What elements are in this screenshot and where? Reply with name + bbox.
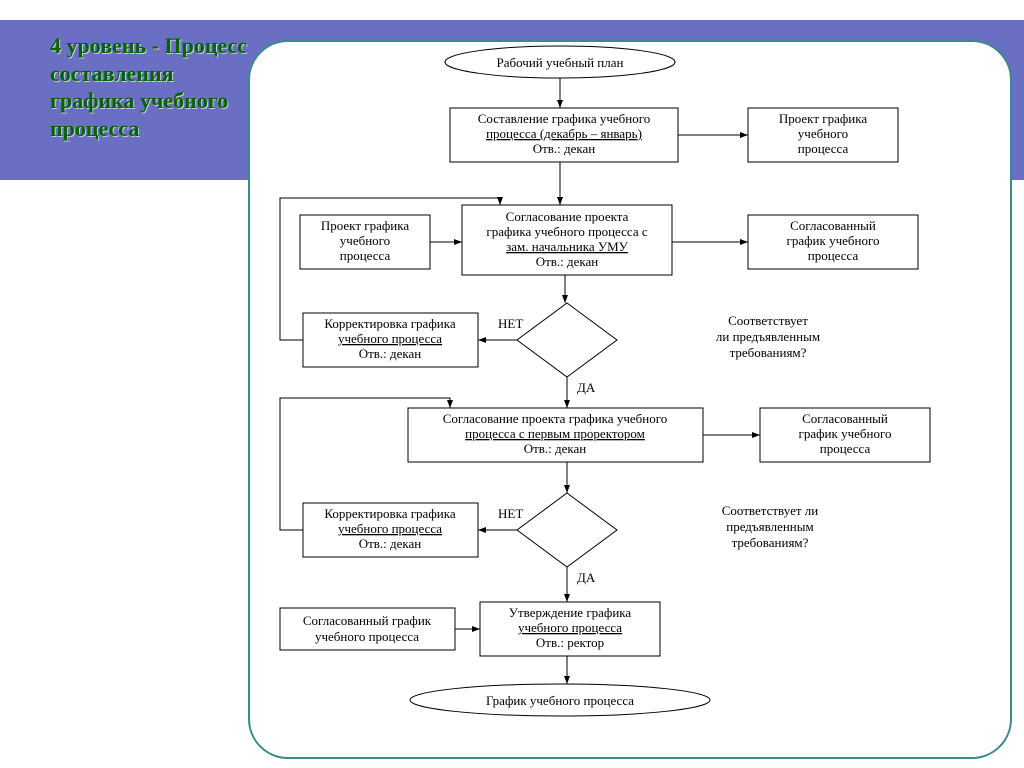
svg-text:график учебного: график учебного xyxy=(787,233,880,248)
svg-text:процесса: процесса xyxy=(808,248,859,263)
svg-text:Отв.: декан: Отв.: декан xyxy=(533,141,596,156)
node-approve: Утверждение графика учебного процесса От… xyxy=(480,602,660,656)
svg-text:Согласованный: Согласованный xyxy=(790,218,876,233)
svg-text:Корректировка графика: Корректировка графика xyxy=(324,316,455,331)
flowchart-svg: Рабочий учебный план Составление графика… xyxy=(0,0,1024,768)
svg-text:Согласование проекта графика у: Согласование проекта графика учебного xyxy=(443,411,667,426)
node-correct-1: Корректировка графика учебного процесса … xyxy=(303,313,478,367)
node-end: График учебного процесса xyxy=(410,684,710,716)
svg-text:процесса: процесса xyxy=(820,441,871,456)
node-compose: Составление графика учебного процесса (д… xyxy=(450,108,678,162)
svg-text:Согласование проекта: Согласование проекта xyxy=(506,209,629,224)
node-start: Рабочий учебный план xyxy=(445,46,675,78)
svg-text:Отв.: декан: Отв.: декан xyxy=(359,346,422,361)
svg-text:Согласованный: Согласованный xyxy=(802,411,888,426)
node-decision-2 xyxy=(517,493,617,567)
svg-text:требованиям?: требованиям? xyxy=(730,345,807,360)
node-project-left: Проект графика учебного процесса xyxy=(300,215,430,269)
svg-text:учебного процесса: учебного процесса xyxy=(338,331,442,346)
node-agree-prorector: Согласование проекта графика учебного пр… xyxy=(408,408,703,462)
svg-text:График учебного процесса: График учебного процесса xyxy=(486,693,634,708)
svg-text:учебного процесса: учебного процесса xyxy=(518,620,622,635)
svg-text:процесса (декабрь – январь): процесса (декабрь – январь) xyxy=(486,126,642,141)
node-decision-1 xyxy=(517,303,617,377)
svg-text:Утверждение графика: Утверждение графика xyxy=(509,605,632,620)
node-agreed-right-1: Согласованный график учебного процесса xyxy=(748,215,918,269)
svg-text:учебного: учебного xyxy=(340,233,390,248)
svg-text:Отв.: декан: Отв.: декан xyxy=(536,254,599,269)
svg-text:Отв.: декан: Отв.: декан xyxy=(359,536,422,551)
svg-text:Проект графика: Проект графика xyxy=(779,111,867,126)
svg-text:Отв.: декан: Отв.: декан xyxy=(524,441,587,456)
node-agree-umu: Согласование проекта графика учебного пр… xyxy=(462,205,672,275)
svg-text:учебного процесса: учебного процесса xyxy=(315,629,419,644)
label-yes-1: ДА xyxy=(577,380,596,395)
svg-text:Составление графика учебного: Составление графика учебного xyxy=(478,111,651,126)
label-yes-2: ДА xyxy=(577,570,596,585)
decision-1-text: Соответствует ли предъявленным требовани… xyxy=(716,313,820,360)
node-project-right: Проект графика учебного процесса xyxy=(748,108,898,162)
svg-text:Согласованный график: Согласованный график xyxy=(303,613,432,628)
svg-text:учебного: учебного xyxy=(798,126,848,141)
node-correct-2: Корректировка графика учебного процесса … xyxy=(303,503,478,557)
svg-text:Отв.: ректор: Отв.: ректор xyxy=(536,635,604,650)
svg-text:процесса с первым проректором: процесса с первым проректором xyxy=(465,426,645,441)
node-agreed-right-2: Согласованный график учебного процесса xyxy=(760,408,930,462)
svg-text:Проект графика: Проект графика xyxy=(321,218,409,233)
edges xyxy=(280,78,760,684)
svg-text:график учебного: график учебного xyxy=(799,426,892,441)
svg-text:предъявленным: предъявленным xyxy=(726,519,813,534)
label-no-1: НЕТ xyxy=(498,316,523,331)
svg-text:зам. начальника УМУ: зам. начальника УМУ xyxy=(506,239,628,254)
svg-text:процесса: процесса xyxy=(798,141,849,156)
svg-text:Рабочий учебный план: Рабочий учебный план xyxy=(497,55,624,70)
decision-2-text: Соответствует ли предъявленным требовани… xyxy=(722,503,819,550)
node-agreed-left: Согласованный график учебного процесса xyxy=(280,608,455,650)
svg-text:требованиям?: требованиям? xyxy=(732,535,809,550)
svg-text:ли предъявленным: ли предъявленным xyxy=(716,329,820,344)
svg-text:Соответствует ли: Соответствует ли xyxy=(722,503,819,518)
label-no-2: НЕТ xyxy=(498,506,523,521)
svg-text:учебного процесса: учебного процесса xyxy=(338,521,442,536)
svg-text:Соответствует: Соответствует xyxy=(728,313,808,328)
svg-text:Корректировка графика: Корректировка графика xyxy=(324,506,455,521)
svg-text:графика учебного процесса с: графика учебного процесса с xyxy=(486,224,647,239)
svg-text:процесса: процесса xyxy=(340,248,391,263)
